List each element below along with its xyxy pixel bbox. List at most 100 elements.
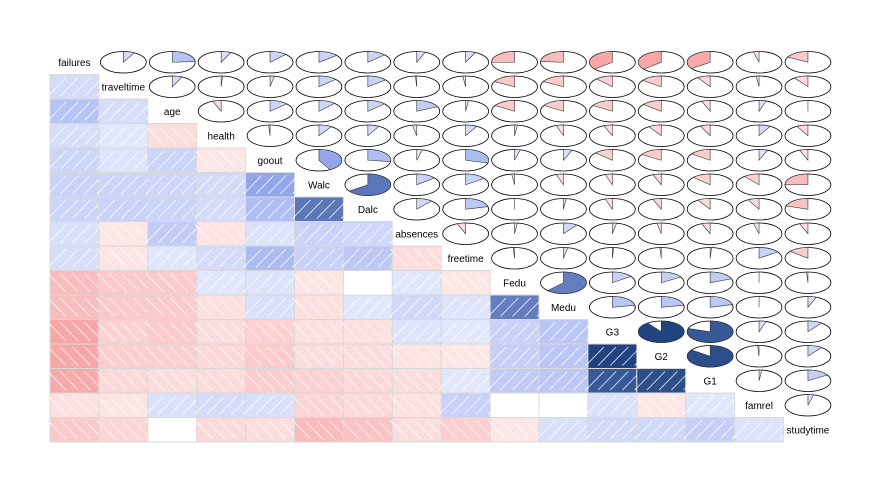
hatch-line (451, 371, 470, 391)
hatch-line (47, 77, 67, 97)
hatch-line (365, 346, 385, 366)
shade-freetime-goout (245, 245, 296, 271)
hatch-line (316, 199, 336, 219)
cell-Fedu-G1 (686, 271, 734, 294)
cell-Walc-G1 (686, 173, 734, 196)
hatch-line (377, 224, 397, 244)
hatch-line (169, 346, 189, 366)
hatch-line (206, 371, 226, 391)
hatch-line (512, 395, 531, 415)
hatch-line (218, 150, 238, 170)
hatch-line (120, 199, 140, 219)
cell-Fedu-Medu (540, 271, 587, 294)
hatch-line (120, 346, 140, 366)
hatch-line (316, 371, 336, 391)
cell-Medu-G3 (588, 296, 636, 319)
pie-slice-health-G1 (699, 124, 711, 137)
shade-Walc-age (147, 172, 198, 198)
cell-Walc-Medu (540, 173, 587, 196)
shade-studytime-age (147, 417, 198, 443)
cell-freetime-G2 (637, 247, 685, 270)
hatch-line (353, 273, 372, 293)
pie-slice-absences-studytime (798, 222, 809, 235)
hatch-line (707, 420, 727, 440)
hatch-line (194, 322, 214, 342)
cell-Medu-Walc (292, 294, 360, 320)
diagonal-label-traveltime: traveltime (102, 82, 146, 93)
pie-slice-failures-Medu (540, 51, 564, 63)
shade-G1-goout (245, 368, 296, 394)
hatch-line (96, 77, 116, 97)
cell-G2-G3 (585, 343, 654, 369)
hatch-line (108, 371, 128, 391)
hatch-line (634, 371, 654, 391)
cell-G1-famrel (735, 369, 783, 392)
hatch-line (609, 346, 629, 366)
hatch-line (72, 346, 91, 366)
hatch-line (218, 224, 238, 244)
shade-famrel-failures (49, 392, 100, 418)
hatch-line (536, 346, 556, 366)
cell-Medu-famrel (735, 296, 783, 319)
hatch-line (47, 297, 67, 317)
hatch-line (341, 371, 360, 391)
hatch-line (157, 273, 177, 293)
hatch-line (499, 297, 519, 317)
cell-health-G3 (588, 124, 636, 147)
hatch-line (59, 248, 79, 268)
hatch-line (732, 395, 751, 415)
hatch-line (157, 150, 177, 170)
hatch-line (108, 297, 128, 317)
cell-health-famrel (735, 124, 783, 147)
cell-G1-G2 (634, 368, 702, 394)
cell-G1-Dalc (341, 368, 409, 394)
hatch-line (157, 199, 177, 219)
hatch-line (671, 371, 690, 391)
shade-goout-traveltime (98, 147, 149, 173)
hatch-line (304, 224, 324, 244)
hatch-line (365, 322, 385, 342)
hatch-line (463, 273, 482, 293)
hatch-line (72, 248, 91, 268)
hatch-line (389, 346, 409, 366)
hatch-line (585, 395, 605, 415)
cell-absences-failures (47, 221, 116, 247)
cell-Dalc-G1 (686, 198, 734, 221)
hatch-line (438, 395, 458, 415)
pie-slice-absences-Fedu (514, 222, 518, 234)
hatch-line (194, 420, 214, 440)
cell-G1-G1: G1 (703, 376, 717, 387)
shade-G2-G3 (587, 343, 638, 369)
cell-Fedu-G2 (637, 271, 685, 294)
hatch-line (341, 322, 360, 342)
hatch-line (267, 322, 287, 342)
hatch-line (267, 297, 287, 317)
hatch-line (96, 395, 116, 415)
hatch-line (47, 346, 67, 366)
hatch-line (267, 199, 287, 219)
hatch-line (658, 371, 678, 391)
cell-Dalc-Medu (540, 198, 587, 221)
diagonal-label-studytime: studytime (787, 425, 830, 436)
cell-age-Medu (540, 100, 587, 123)
cell-goout-G1 (686, 149, 734, 172)
shade-famrel-G1 (685, 392, 736, 418)
diagonal-label-G2: G2 (655, 352, 669, 363)
hatch-line (169, 371, 189, 391)
hatch-line (353, 248, 372, 268)
pie-slice-age-freetime (465, 100, 469, 112)
pie-slice-Fedu-G3 (612, 271, 632, 284)
cell-age-traveltime (96, 98, 165, 124)
cell-health-Dalc (344, 124, 392, 147)
hatch-line (145, 420, 165, 440)
cell-Medu-health (194, 294, 262, 320)
cell-G1-studytime (784, 369, 832, 392)
hatch-line (96, 175, 116, 195)
hatch-line (548, 395, 568, 415)
shade-studytime-Walc (294, 417, 344, 443)
hatch-line (744, 420, 764, 440)
hatch-line (206, 297, 226, 317)
cell-failures-Walc (295, 51, 343, 74)
hatch-line (255, 175, 275, 195)
